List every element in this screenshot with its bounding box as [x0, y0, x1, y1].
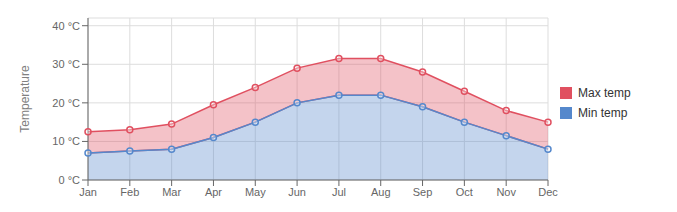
html-text:Max temp: Max temp	[578, 86, 631, 100]
html-text:Min temp: Min temp	[578, 106, 628, 120]
svg-text:0 °C: 0 °C	[58, 174, 80, 186]
svg-text:Apr: Apr	[205, 186, 222, 198]
svg-text:40 °C: 40 °C	[52, 20, 80, 32]
svg-text:Jul: Jul	[332, 186, 346, 198]
svg-text:Feb: Feb	[120, 186, 139, 198]
svg-text:Nov: Nov	[496, 186, 516, 198]
svg-text:20 °C: 20 °C	[52, 97, 80, 109]
svg-text:Jan: Jan	[79, 186, 97, 198]
svg-text:Aug: Aug	[371, 186, 391, 198]
svg-text:30 °C: 30 °C	[52, 58, 80, 70]
svg-text:Sep: Sep	[413, 186, 433, 198]
svg-text:10 °C: 10 °C	[52, 135, 80, 147]
svg-text:Temperature: Temperature	[18, 65, 32, 133]
svg-text:May: May	[245, 186, 266, 198]
svg-text:Jun: Jun	[288, 186, 306, 198]
svg-text:Oct: Oct	[456, 186, 473, 198]
svg-text:Dec: Dec	[538, 186, 558, 198]
svg-text:Mar: Mar	[162, 186, 181, 198]
